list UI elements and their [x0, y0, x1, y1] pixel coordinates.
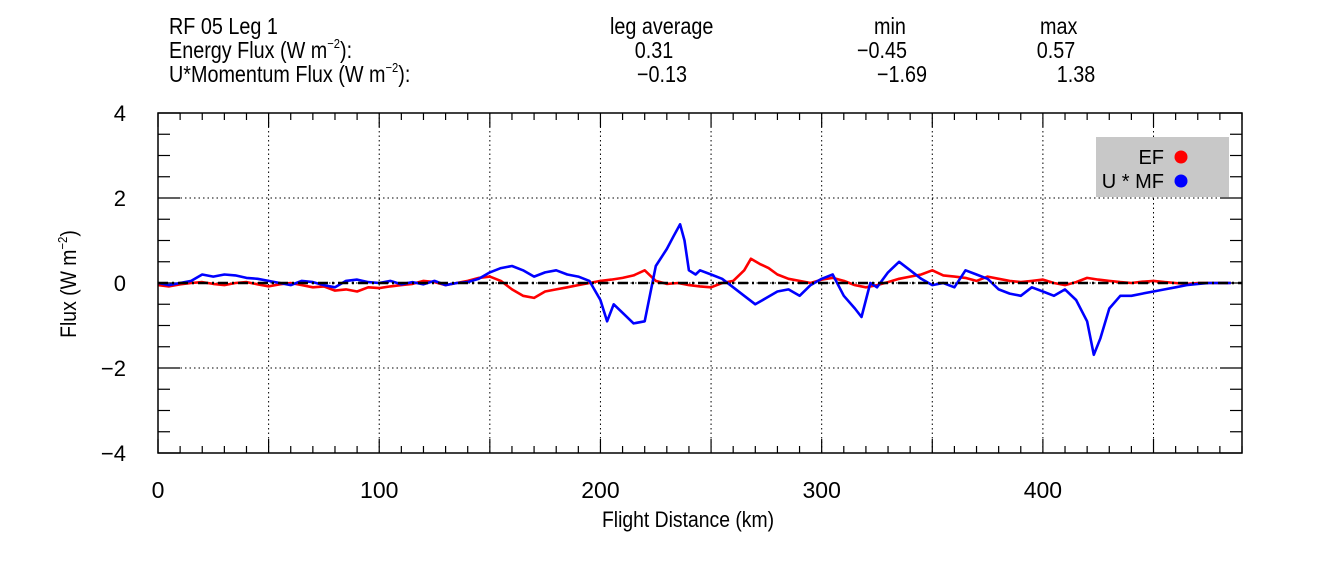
plot-frame [157, 112, 1243, 454]
series-umf [157, 223, 1231, 357]
energy-flux-average: 0.31 [634, 37, 674, 63]
legend-box [1096, 137, 1229, 197]
energy-flux-min: −0.45 [856, 37, 908, 63]
momentum-flux-max: 1.38 [1056, 61, 1096, 87]
y-tick-label: 4 [114, 101, 126, 126]
y-axis-label-text: Flux (W m [57, 250, 81, 338]
legend: EFU * MF [1096, 137, 1229, 197]
y-axis-ticks: −4 −2 0 2 4 [101, 101, 126, 466]
legend-label: U * MF [1102, 171, 1164, 193]
x-tick-label: 0 [152, 477, 165, 503]
col-header-min: min [874, 13, 906, 39]
x-tick-label: 300 [802, 477, 840, 503]
y-tick-label: 2 [114, 186, 126, 211]
momentum-flux-min: −1.69 [876, 61, 928, 87]
energy-flux-label-sup: −2 [327, 36, 341, 52]
momentum-flux-label: U*Momentum Flux (W m−2): [169, 60, 411, 87]
legend-label: EF [1138, 147, 1164, 169]
chart-title: RF 05 Leg 1 [169, 13, 278, 39]
col-header-leg-average: leg average [610, 13, 714, 39]
y-axis-label-sup: −2 [55, 236, 70, 249]
momentum-flux-label-sup: −2 [385, 60, 399, 76]
x-tick-label: 200 [581, 477, 619, 503]
energy-flux-label: Energy Flux (W m−2): [169, 36, 353, 63]
momentum-flux-label-text: U*Momentum Flux (W m [169, 61, 386, 87]
x-tick-label: 400 [1024, 477, 1062, 503]
momentum-flux-average: −0.13 [636, 61, 688, 87]
x-tick-label: 100 [360, 477, 398, 503]
x-axis-label: Flight Distance (km) [602, 508, 774, 532]
y-axis-label: Flux (W m−2) [55, 230, 81, 338]
y-tick-label: −4 [101, 441, 126, 466]
col-header-max: max [1040, 13, 1078, 39]
legend-marker [1174, 174, 1188, 188]
energy-flux-max: 0.57 [1036, 37, 1076, 63]
y-axis-label-suffix: ) [57, 230, 81, 236]
y-tick-label: −2 [101, 356, 126, 381]
momentum-flux-label-suffix: ): [398, 61, 411, 87]
energy-flux-label-text: Energy Flux (W m [169, 37, 328, 63]
energy-flux-label-suffix: ): [340, 37, 353, 63]
y-tick-label: 0 [114, 271, 126, 296]
x-axis-ticks: 0 100 200 300 400 [152, 477, 1062, 503]
legend-marker [1174, 150, 1188, 164]
series-layer [157, 223, 1242, 357]
series-ef [157, 257, 1231, 300]
